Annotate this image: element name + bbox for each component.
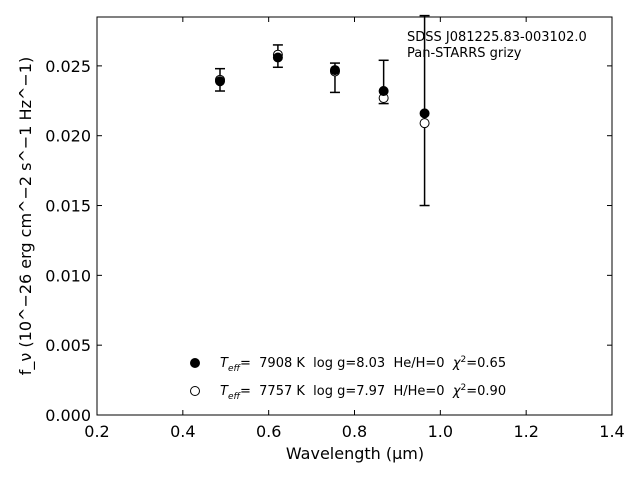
data-point-open: [419, 118, 430, 129]
y-tick-label: 0.015: [45, 197, 91, 216]
x-tick-label: 0.6: [256, 422, 281, 441]
ticks-layer: 0.2 0.4 0.6 0.8 1.0 1.2 1.4 0.000 0.005 0.010 0.01…: [45, 17, 625, 441]
data-point-filled: [272, 52, 283, 63]
data-point-filled: [214, 76, 225, 87]
legend-entry-1: Teff= 7908 K log g=8.03 He/H=0 χ2=0.65: [220, 355, 506, 374]
chart-annotation-line-1: SDSS J081225.83-003102.0: [407, 30, 587, 45]
x-tick-label: 1.2: [513, 422, 538, 441]
y-axis-title: f_ν (10^−26 erg cm^−2 s^−1 Hz^−1): [16, 57, 36, 375]
legend-entry-2: Teff= 7757 K log g=7.97 H/He=0 χ2=0.90: [220, 383, 506, 402]
x-tick-label: 0.4: [170, 422, 195, 441]
y-tick-label: 0.025: [45, 57, 91, 76]
y-tick-label: 0.010: [45, 266, 91, 285]
y-tick-label: 0.005: [45, 336, 91, 355]
x-tick-label: 0.2: [84, 422, 109, 441]
data-point-filled: [378, 86, 389, 97]
chart-annotation-line-2: Pan-STARRS grizy: [407, 46, 522, 61]
y-tick-label: 0.000: [45, 406, 91, 425]
data-point-filled: [419, 108, 430, 119]
x-tick-label: 0.8: [342, 422, 367, 441]
y-tick-label: 0.020: [45, 127, 91, 146]
legend: Teff= 7908 K log g=8.03 He/H=0 χ2=0.65 T…: [190, 355, 506, 402]
x-tick-label: 1.4: [599, 422, 624, 441]
plot-frame: [96, 16, 613, 416]
legend-marker-open-circle: [190, 386, 200, 396]
legend-marker-filled-circle: [190, 358, 200, 368]
x-tick-label: 1.0: [428, 422, 453, 441]
x-axis-title: Wavelength (μm): [286, 444, 424, 463]
data-layer: [214, 14, 430, 207]
data-point-filled: [329, 65, 340, 76]
